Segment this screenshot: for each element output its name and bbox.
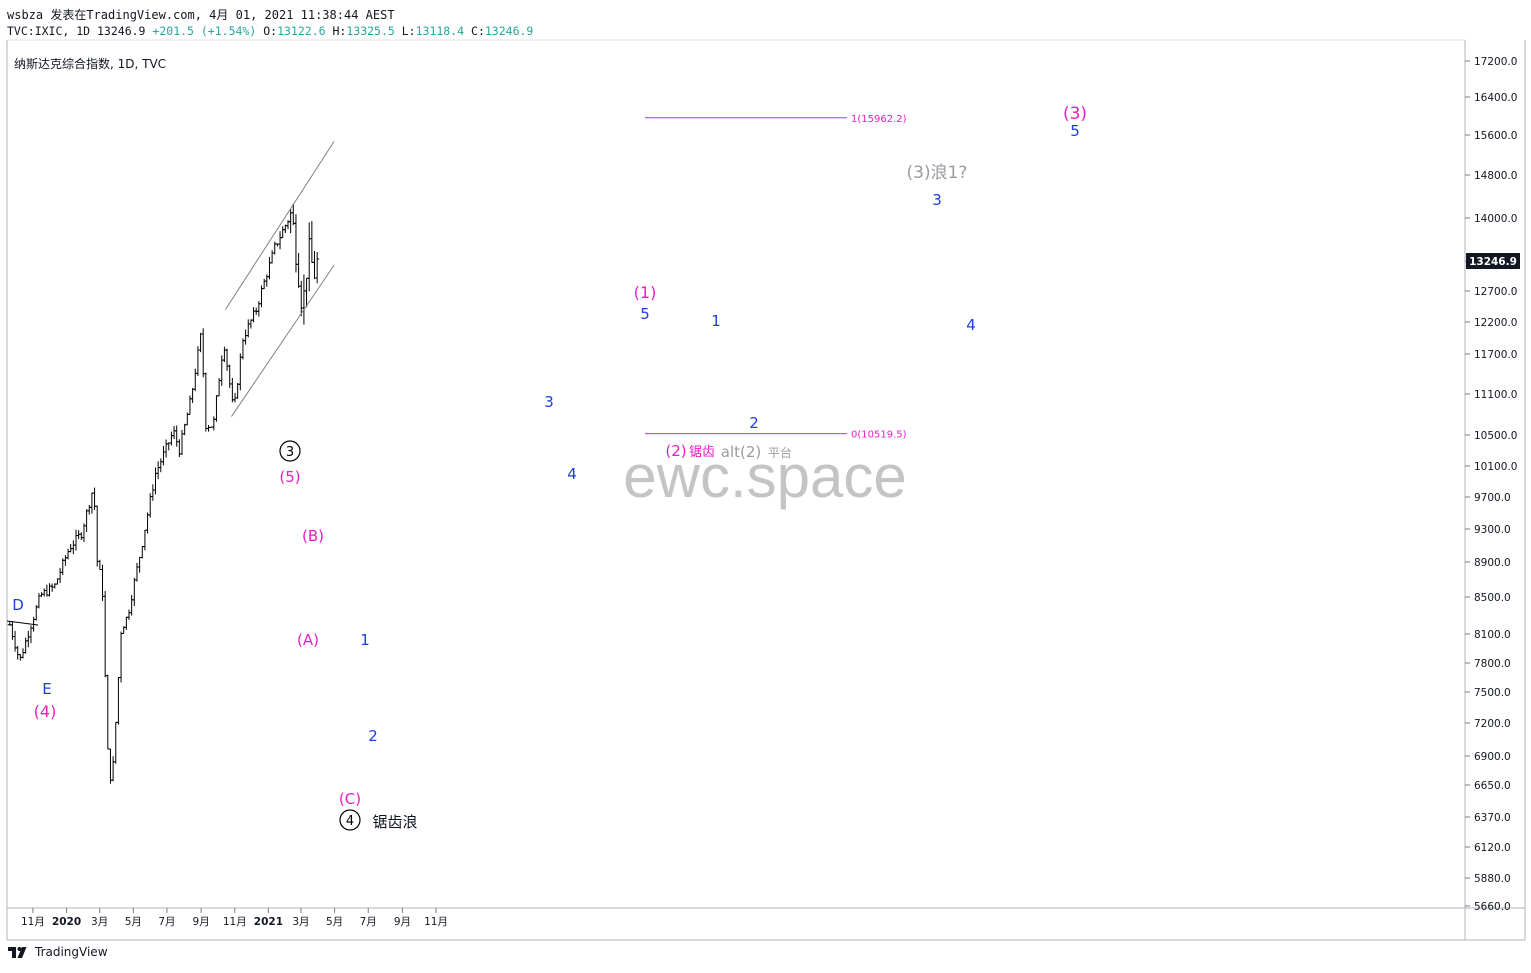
- wave-label: 平台: [768, 445, 792, 460]
- y-tick-label: 12700.0: [1474, 286, 1517, 298]
- close-value: 13246.9: [484, 24, 534, 38]
- y-tick-label: 5880.0: [1474, 873, 1511, 885]
- tradingview-logo[interactable]: TradingView: [8, 945, 108, 959]
- open-value: 13122.6: [277, 24, 326, 38]
- close-label: C:: [471, 24, 485, 38]
- ohlc-bars: [7, 203, 320, 784]
- watermark-text: ewc.space: [623, 443, 906, 510]
- wave-label: 4: [966, 316, 976, 334]
- symbol-title: 纳斯达克综合指数, 1D, TVC: [14, 57, 167, 71]
- x-tick-label: 9月: [394, 916, 411, 928]
- low-label: L:: [401, 24, 416, 38]
- wave-label: (1): [634, 283, 657, 302]
- wave-label: 3: [286, 445, 294, 460]
- y-tick-label: 11100.0: [1474, 389, 1517, 401]
- y-tick-label: 6120.0: [1474, 842, 1511, 854]
- wave-circle: [279, 440, 301, 462]
- wave-label: (3): [1063, 104, 1087, 124]
- y-tick-label: 15600.0: [1474, 130, 1517, 142]
- y-tick-label: 6650.0: [1474, 780, 1511, 792]
- wave-label: (2): [665, 442, 686, 460]
- tradingview-logo-text: TradingView: [35, 945, 108, 959]
- x-tick-label: 5月: [326, 916, 343, 928]
- wave-label: 4: [567, 465, 577, 483]
- y-tick-label: 5660.0: [1474, 901, 1511, 913]
- x-tick-label: 2021: [254, 916, 283, 928]
- wave-label: (4): [34, 702, 57, 721]
- wave-label: 2: [749, 414, 759, 432]
- fib-level-label: 1(15962.2): [851, 114, 907, 125]
- wave-label: alt(2): [721, 443, 762, 461]
- y-tick-label: 9300.0: [1474, 524, 1511, 536]
- wave-label: (5): [279, 468, 300, 486]
- channel-lower-line: [231, 264, 335, 417]
- y-tick-label: 8500.0: [1474, 592, 1511, 604]
- x-tick-label: 5月: [125, 916, 142, 928]
- ohlc-legend: TVC:IXIC, 1D 13246.9 +201.5 (+1.54%) O:1…: [7, 24, 533, 38]
- wave-label: 5: [640, 305, 650, 323]
- y-tick-label: 10500.0: [1474, 430, 1517, 442]
- y-tick-label: 12200.0: [1474, 317, 1517, 329]
- drawing-lines: 1(15962.2) 0(10519.5): [6, 114, 907, 626]
- wave-label: D: [12, 596, 24, 614]
- wave-label: 5: [1070, 122, 1080, 140]
- low-value: 13118.4: [415, 24, 465, 38]
- x-tick-label: 7月: [360, 916, 377, 928]
- high-label: H:: [332, 24, 347, 38]
- triangle-d-line: [6, 620, 39, 626]
- x-tick-label: 11月: [21, 916, 45, 928]
- channel-upper-line: [224, 141, 335, 310]
- tradingview-logo-icon: [8, 947, 27, 958]
- y-tick-label: 6370.0: [1474, 812, 1511, 824]
- wave-label: E: [42, 680, 51, 698]
- y-tick-label: 6900.0: [1474, 751, 1511, 763]
- x-tick-label: 11月: [223, 916, 247, 928]
- y-tick-label: 9700.0: [1474, 492, 1511, 504]
- x-tick-label: 3月: [91, 916, 108, 928]
- y-tick-label: 17200.0: [1474, 56, 1517, 68]
- wave-label: (B): [302, 527, 324, 545]
- chart-frame: [6, 39, 1526, 941]
- wave-label: 4: [346, 814, 354, 829]
- time-axis[interactable]: 11月 2020 3月 5月 7月 9月 11月 2021 3月 5月 7月 9月 11月: [21, 908, 448, 928]
- y-tick-label: 8100.0: [1474, 629, 1511, 641]
- watermark: ewc.space: [623, 443, 906, 510]
- y-tick-label: 7800.0: [1474, 658, 1511, 670]
- x-tick-label: 7月: [158, 916, 175, 928]
- price-axis[interactable]: 17200.0 16400.0 15600.0 14800.0 14000.0 13246…: [1465, 56, 1520, 913]
- wave-label: 锯齿浪: [372, 813, 417, 831]
- wave-labels: D E (4) 3 (5) (B) (A) (C) 4 锯齿浪 1 2 3 4 (1) 5 (2) 锯齿 alt(2…: [12, 104, 1087, 831]
- wave-label: 3: [544, 393, 554, 411]
- x-tick-label: 3月: [292, 916, 309, 928]
- wave-label: 1: [711, 312, 721, 330]
- wave-label: (C): [339, 790, 361, 808]
- symbol-summary: TVC:IXIC, 1D 13246.9: [7, 24, 146, 38]
- wave-label: 3: [932, 191, 942, 209]
- wave-label: (A): [297, 631, 319, 649]
- wave-label: (3)浪1?: [907, 163, 968, 183]
- x-tick-label: 2020: [52, 916, 81, 928]
- wave-label: 1: [360, 631, 370, 649]
- y-tick-label: 10100.0: [1474, 461, 1517, 473]
- y-tick-label: 14800.0: [1474, 170, 1517, 182]
- y-tick-label: 16400.0: [1474, 92, 1517, 104]
- fib-level-label: 0(10519.5): [851, 430, 907, 441]
- y-tick-label: 14000.0: [1474, 213, 1517, 225]
- publish-info: wsbza 发表在TradingView.com, 4月 01, 2021 11…: [7, 8, 395, 22]
- x-tick-label: 11月: [424, 916, 448, 928]
- y-tick-label: 7500.0: [1474, 687, 1511, 699]
- wave-label: 锯齿: [689, 445, 715, 460]
- x-tick-label: 9月: [193, 916, 210, 928]
- change-value: +201.5 (+1.54%): [152, 24, 257, 38]
- wave-label: 2: [368, 727, 378, 745]
- wave-circle: [339, 809, 361, 831]
- last-price-tag: 13246.9: [1469, 256, 1517, 268]
- y-tick-label: 8900.0: [1474, 557, 1511, 569]
- high-value: 13325.5: [346, 24, 395, 38]
- open-label: O:: [263, 24, 278, 38]
- last-price-tag-bg: [1466, 253, 1520, 269]
- y-tick-label: 7200.0: [1474, 718, 1511, 730]
- y-tick-label: 11700.0: [1474, 349, 1517, 361]
